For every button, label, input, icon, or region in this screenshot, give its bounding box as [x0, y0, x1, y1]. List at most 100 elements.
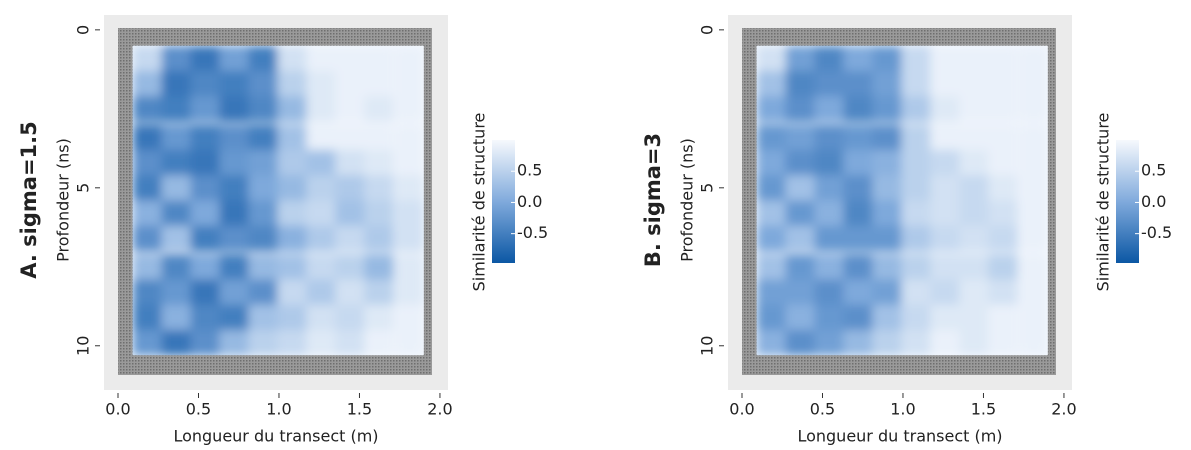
heatmap-cell	[219, 96, 249, 122]
heatmap-cell	[872, 329, 902, 356]
colorbar-tick-label: 0.0	[517, 192, 542, 211]
y-axis-title: Profondeur (ns)	[678, 138, 697, 262]
colorbar	[1116, 140, 1139, 263]
heatmap-cell	[785, 254, 815, 280]
heatmap-cell	[394, 175, 424, 201]
y-tick-label: 0	[74, 25, 93, 35]
colorbar-tick-label: 0.5	[517, 161, 542, 180]
heatmap-cell	[335, 279, 365, 306]
heatmap-cell	[306, 329, 336, 356]
heatmap-cell	[364, 304, 394, 331]
y-tick-label: 10	[74, 336, 93, 356]
heatmap-cell	[1018, 279, 1048, 306]
heatmap-cell	[132, 124, 162, 151]
heatmap-cell	[959, 279, 989, 306]
heatmap-cell	[248, 45, 278, 72]
heatmap-cell	[901, 149, 931, 176]
heatmap-cell	[756, 200, 786, 227]
heatmap-cell	[190, 124, 220, 151]
x-tick-label: 0.5	[186, 400, 211, 419]
heatmap-cell	[843, 45, 873, 72]
heatmap-cell	[132, 254, 162, 280]
heatmap-cell	[161, 304, 191, 331]
panel-title: A. sigma=1.5	[17, 121, 41, 279]
heatmap-cell	[364, 124, 394, 151]
heatmap-cell	[394, 304, 424, 331]
heatmap-cell	[364, 96, 394, 122]
heatmap-cell	[335, 70, 365, 97]
heatmap-cell	[843, 304, 873, 331]
heatmap-cell	[988, 225, 1018, 252]
heatmap-cell	[814, 70, 844, 97]
heatmap-cell	[306, 254, 336, 280]
heatmap-cell	[785, 304, 815, 331]
heatmap-cell	[132, 225, 162, 252]
heatmap-cell	[306, 200, 336, 227]
heatmap-cell	[1018, 124, 1048, 151]
heatmap-cell	[190, 96, 220, 122]
x-tick-label: 1.5	[347, 400, 372, 419]
heatmap-cell	[872, 225, 902, 252]
heatmap-cell	[843, 124, 873, 151]
heatmap-cell	[785, 175, 815, 201]
heatmap-cell	[306, 304, 336, 331]
heatmap-cell	[901, 70, 931, 97]
heatmap-cell	[161, 96, 191, 122]
x-tick-label: 2.0	[427, 400, 452, 419]
heatmap-cell	[872, 175, 902, 201]
heatmap-cell	[1018, 254, 1048, 280]
heatmap-cell	[814, 254, 844, 280]
x-tick-label: 2.0	[1051, 400, 1076, 419]
heatmap-cell	[756, 45, 786, 72]
heatmap-cell	[190, 304, 220, 331]
heatmap-cell	[901, 254, 931, 280]
heatmap-cell	[756, 175, 786, 201]
heatmap-cell	[306, 279, 336, 306]
heatmap-cell	[988, 304, 1018, 331]
heatmap-cell	[872, 279, 902, 306]
heatmap-cell	[219, 175, 249, 201]
heatmap-cell	[277, 225, 307, 252]
heatmap-cell	[930, 279, 960, 306]
heatmap-cell	[364, 225, 394, 252]
y-tick-label: 5	[698, 183, 717, 193]
heatmap-area	[756, 45, 1048, 356]
heatmap-cell	[930, 254, 960, 280]
heatmap-cell	[219, 329, 249, 356]
heatmap-cell	[988, 70, 1018, 97]
colorbar-tick-label: 0.0	[1141, 192, 1166, 211]
heatmap-cell	[161, 329, 191, 356]
heatmap-cell	[785, 329, 815, 356]
heatmap-cell	[785, 225, 815, 252]
colorbar-tick-label: -0.5	[517, 223, 548, 242]
heatmap	[132, 45, 424, 356]
heatmap-cell	[756, 279, 786, 306]
heatmap-cell	[930, 96, 960, 122]
heatmap-cell	[335, 225, 365, 252]
y-axis-title: Profondeur (ns)	[54, 138, 73, 262]
heatmap-cell	[1018, 70, 1048, 97]
y-tick-label: 10	[698, 336, 717, 356]
heatmap-cell	[814, 149, 844, 176]
heatmap-cell	[161, 45, 191, 72]
heatmap-cell	[306, 124, 336, 151]
x-tick-label: 0.5	[810, 400, 835, 419]
heatmap-cell	[1018, 329, 1048, 356]
heatmap-cell	[394, 200, 424, 227]
heatmap-cell	[190, 329, 220, 356]
panel-title: B. sigma=3	[641, 133, 665, 267]
x-tick-label: 0.0	[105, 400, 130, 419]
y-tick-label: 0	[698, 25, 717, 35]
x-axis-title: Longueur du transect (m)	[797, 427, 1002, 446]
heatmap-cell	[959, 254, 989, 280]
heatmap-cell	[901, 175, 931, 201]
heatmap-cell	[248, 124, 278, 151]
heatmap-cell	[988, 96, 1018, 122]
heatmap-cell	[161, 225, 191, 252]
heatmap-cell	[843, 200, 873, 227]
heatmap-cell	[248, 304, 278, 331]
heatmap-cell	[785, 96, 815, 122]
heatmap-cell	[364, 149, 394, 176]
heatmap-cell	[161, 149, 191, 176]
